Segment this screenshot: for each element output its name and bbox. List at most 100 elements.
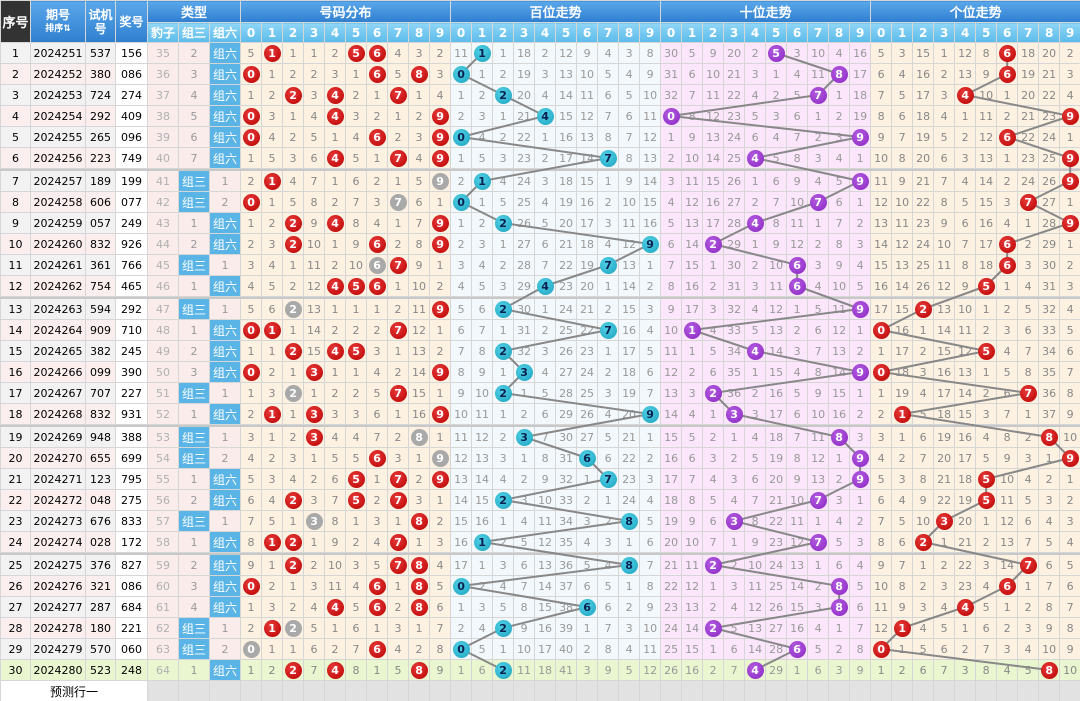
hundreds-cell-6: 1 xyxy=(576,617,599,639)
prediction-cell[interactable] xyxy=(178,680,210,701)
prediction-cell[interactable] xyxy=(240,680,263,701)
row-issue: 2024276 xyxy=(30,575,86,597)
prediction-cell[interactable] xyxy=(408,680,431,701)
units-digit-ball: 5 xyxy=(977,470,995,488)
prediction-cell[interactable] xyxy=(208,680,242,701)
hundreds-cell-2: 3 xyxy=(492,275,515,297)
units-cell-5: 13 xyxy=(975,147,998,169)
dist-cell-9: 1 xyxy=(429,489,452,511)
dist-cell-8: 8 xyxy=(408,426,431,448)
dist-cell-4: 2 xyxy=(324,254,347,276)
tens-cell-6: 12 xyxy=(786,531,809,553)
prediction-cell[interactable] xyxy=(429,680,452,701)
prediction-cell[interactable] xyxy=(618,680,641,701)
header-issue-sort[interactable]: 期号 排序⇅ xyxy=(30,0,86,43)
units-cell-7: 4 xyxy=(1017,468,1040,490)
drawn-number-ball: 7 xyxy=(389,556,407,574)
prediction-cell[interactable] xyxy=(891,680,914,701)
units-cell-3: 11 xyxy=(933,254,956,276)
prediction-cell[interactable] xyxy=(765,680,788,701)
prediction-cell[interactable] xyxy=(681,680,704,701)
table-row: 22 2024272 048 275 56 2 组六 6 4 2 3 7 5 2 7 3 1 14 15 2 3 10 33… xyxy=(0,489,1080,511)
hundreds-cell-9: 7 xyxy=(639,554,662,576)
hundreds-cell-2: 3 xyxy=(492,554,515,576)
tens-cell-1: 15 xyxy=(681,254,704,276)
prediction-cell[interactable] xyxy=(555,680,578,701)
units-cell-2: 9 xyxy=(912,489,935,511)
prediction-cell[interactable] xyxy=(534,680,557,701)
prediction-cell[interactable] xyxy=(744,680,767,701)
table-row: 4 2024254 292 409 38 5 组六 0 3 1 4 4 3 2 1 2 9 2 3 1 21 4 15 12 7… xyxy=(0,105,1080,127)
dist-cell-3: 5 xyxy=(303,126,326,148)
prediction-cell[interactable] xyxy=(702,680,725,701)
prediction-cell[interactable] xyxy=(912,680,935,701)
dist-cell-5: 1 xyxy=(345,361,368,383)
units-cell-3: 22 xyxy=(933,489,956,511)
prediction-cell[interactable] xyxy=(282,680,305,701)
prediction-cell[interactable] xyxy=(723,680,746,701)
prediction-cell[interactable] xyxy=(147,680,179,701)
hundreds-cell-4: 10 xyxy=(534,489,557,511)
prediction-cell[interactable] xyxy=(786,680,809,701)
tens-cell-6: 3 xyxy=(786,42,809,64)
prediction-cell[interactable] xyxy=(996,680,1019,701)
units-cell-8: 20 xyxy=(1038,42,1061,64)
dist-cell-9: 1 xyxy=(429,319,452,341)
dist-cell-4: 2 xyxy=(324,191,347,213)
row-test-number: 223 xyxy=(85,147,116,169)
table-row: 13 2024263 594 292 47 组三 1 5 6 2 13 1 1 1 2 11 9 5 6 2 30 1 24… xyxy=(0,298,1080,320)
units-cell-4: 11 xyxy=(954,319,977,341)
dist-cell-2: 2 xyxy=(282,659,305,681)
dist-cell-6: 4 xyxy=(366,361,389,383)
prediction-cell[interactable] xyxy=(870,680,893,701)
dist-cell-9: 3 xyxy=(429,63,452,85)
dist-cell-5: 5 xyxy=(345,596,368,618)
prediction-cell[interactable] xyxy=(366,680,389,701)
prediction-cell[interactable] xyxy=(345,680,368,701)
prediction-cell[interactable] xyxy=(576,680,599,701)
hundreds-cell-6: 11 xyxy=(576,84,599,106)
dist-cell-5: 1 xyxy=(345,63,368,85)
prediction-cell[interactable] xyxy=(1038,680,1061,701)
tens-digit-ball: 9 xyxy=(851,470,869,488)
prediction-cell[interactable] xyxy=(828,680,851,701)
prediction-cell[interactable] xyxy=(471,680,494,701)
tens-cell-5: 24 xyxy=(765,554,788,576)
prediction-cell[interactable] xyxy=(303,680,326,701)
units-cell-8: 33 xyxy=(1038,319,1061,341)
prediction-cell[interactable] xyxy=(1059,680,1080,701)
prediction-cell[interactable] xyxy=(597,680,620,701)
table-row: 24 2024274 028 172 58 1 组六 8 1 2 1 9 2 4 7 1 3 16 1 2 5 12 35 4… xyxy=(0,531,1080,553)
tens-cell-2: 17 xyxy=(702,212,725,234)
units-cell-6: 10 xyxy=(996,468,1019,490)
repeat-number-ball: 0 xyxy=(242,640,260,658)
row-test-number: 376 xyxy=(85,554,116,576)
prediction-cell[interactable] xyxy=(660,680,683,701)
header-dist-digit-4: 4 xyxy=(324,22,347,43)
prediction-cell[interactable] xyxy=(324,680,347,701)
prediction-cell[interactable] xyxy=(933,680,956,701)
tens-cell-5: 13 xyxy=(765,319,788,341)
prediction-cell[interactable] xyxy=(492,680,515,701)
prediction-cell[interactable] xyxy=(975,680,998,701)
sort-icon[interactable]: 排序⇅ xyxy=(45,23,71,34)
drawn-number-ball: 2 xyxy=(284,533,302,551)
prediction-cell[interactable] xyxy=(849,680,872,701)
prediction-cell[interactable] xyxy=(954,680,977,701)
prediction-cell[interactable] xyxy=(450,680,473,701)
prediction-cell[interactable] xyxy=(261,680,284,701)
tens-digit-ball: 0 xyxy=(662,107,680,125)
units-cell-1: 9 xyxy=(891,170,914,192)
prediction-cell[interactable] xyxy=(513,680,536,701)
tens-cell-8: 6 xyxy=(828,554,851,576)
hundreds-cell-0: 0 xyxy=(450,191,473,213)
units-cell-3: 17 xyxy=(933,382,956,404)
prediction-cell[interactable] xyxy=(1017,680,1040,701)
prediction-cell[interactable] xyxy=(387,680,410,701)
units-cell-6: 3 xyxy=(996,638,1019,660)
hundreds-cell-4: 5 xyxy=(534,212,557,234)
prediction-cell[interactable] xyxy=(807,680,830,701)
tens-cell-8: 13 xyxy=(828,340,851,362)
tens-cell-2: 2 xyxy=(702,659,725,681)
prediction-cell[interactable] xyxy=(639,680,662,701)
